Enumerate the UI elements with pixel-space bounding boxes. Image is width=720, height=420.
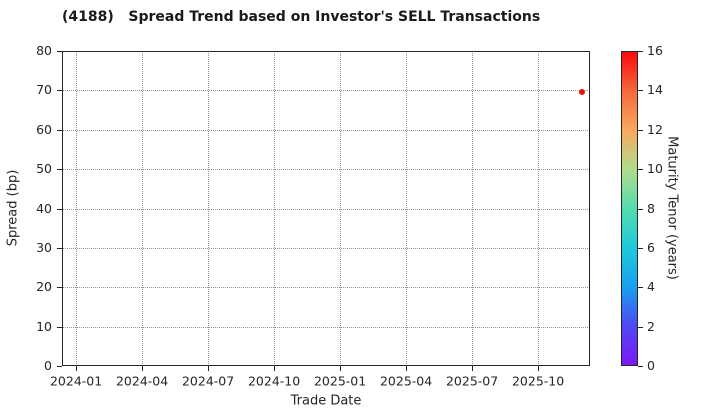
plot-area (62, 51, 590, 366)
y-gridline (62, 169, 590, 171)
colorbar-tick-label: 4 (647, 279, 655, 295)
colorbar-tick-mark (638, 169, 643, 171)
y-tick-mark (57, 51, 62, 52)
y-tick-label: 40 (36, 200, 52, 216)
colorbar-tick-label: 8 (647, 200, 655, 216)
y-gridline (62, 287, 590, 289)
x-tick-label: 2024-10 (247, 373, 301, 389)
colorbar-tick-label: 6 (647, 239, 655, 255)
colorbar-tick-mark (638, 326, 643, 328)
y-gridline (62, 247, 590, 249)
data-point (579, 88, 586, 95)
y-tick-mark (57, 90, 62, 92)
y-tick-label: 20 (36, 279, 52, 295)
colorbar-tick-mark (638, 129, 643, 131)
x-tick-mark (538, 366, 540, 371)
colorbar-tick-mark (638, 51, 643, 52)
colorbar-tick-label: 0 (647, 358, 655, 373)
y-gridline (62, 90, 590, 92)
y-tick-mark (57, 208, 62, 210)
y-tick-mark (57, 247, 62, 249)
y-tick-mark (57, 366, 62, 367)
x-tick-mark (406, 366, 408, 371)
colorbar-tick-label: 2 (647, 318, 655, 334)
y-tick-mark (57, 169, 62, 171)
y-tick-label: 80 (36, 43, 52, 58)
y-tick-mark (57, 129, 62, 131)
colorbar-tick-mark (638, 247, 643, 249)
x-axis-label: Trade Date (290, 393, 362, 409)
chart-title: (4188) Spread Trend based on Investor's … (62, 9, 541, 25)
colorbar-tick-label: 16 (647, 43, 663, 58)
colorbar-tick-mark (638, 287, 643, 289)
colorbar-tick-mark (638, 90, 643, 92)
x-tick-label: 2025-10 (511, 373, 565, 389)
y-tick-label: 60 (36, 121, 52, 137)
x-tick-label: 2024-01 (49, 373, 103, 389)
x-tick-label: 2025-04 (379, 373, 433, 389)
x-tick-label: 2025-01 (313, 373, 367, 389)
colorbar-gradient (621, 51, 638, 366)
x-tick-mark (340, 366, 342, 371)
y-tick-label: 0 (44, 358, 52, 373)
x-tick-mark (274, 366, 276, 371)
y-tick-label: 70 (36, 82, 52, 98)
colorbar-tick-label: 14 (647, 82, 663, 98)
y-gridline (62, 129, 590, 131)
x-tick-label: 2025-07 (445, 373, 499, 389)
y-gridline (62, 208, 590, 210)
y-tick-label: 30 (36, 239, 52, 255)
colorbar-tick-mark (638, 366, 643, 367)
x-tick-mark (76, 366, 78, 371)
y-tick-label: 50 (36, 161, 52, 177)
x-tick-mark (472, 366, 474, 371)
y-tick-mark (57, 326, 62, 328)
x-tick-label: 2024-07 (181, 373, 235, 389)
y-tick-label: 10 (36, 318, 52, 334)
colorbar-tick-label: 10 (647, 161, 663, 177)
x-tick-mark (142, 366, 144, 371)
x-tick-mark (208, 366, 210, 371)
colorbar-label: Maturity Tenor (years) (664, 136, 680, 280)
x-tick-label: 2024-04 (115, 373, 169, 389)
y-gridline (62, 326, 590, 328)
y-tick-mark (57, 287, 62, 289)
colorbar-tick-label: 12 (647, 121, 663, 137)
colorbar-tick-mark (638, 208, 643, 210)
